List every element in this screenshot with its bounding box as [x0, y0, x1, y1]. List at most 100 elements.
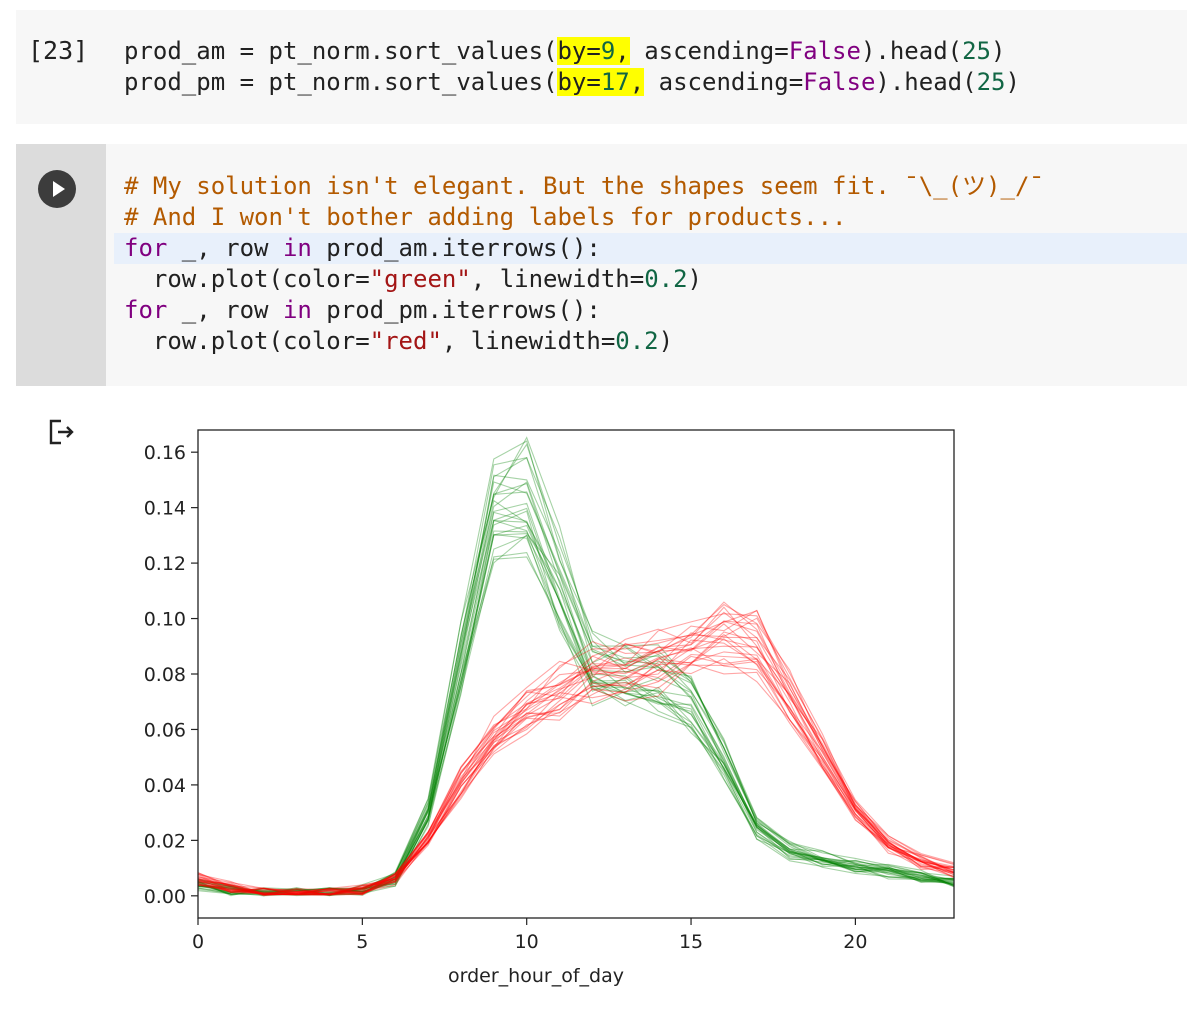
series-0-line-1	[197, 436, 955, 895]
series-1-line-2	[197, 663, 955, 895]
code-token: )	[991, 37, 1006, 65]
code-token: ).head(	[875, 68, 977, 96]
code-token: for	[124, 296, 168, 324]
series-1-line-4	[197, 655, 955, 895]
x-tick-label: 0	[192, 931, 204, 953]
code-token: prod_am = pt_norm.sort_values(	[124, 37, 558, 65]
series-1-line-6	[197, 633, 955, 895]
series-0-line-21	[197, 533, 955, 895]
code-token: by=	[557, 37, 601, 65]
code-token: False	[803, 68, 876, 96]
x-tick-label: 10	[515, 931, 539, 953]
y-tick-label: 0.16	[144, 442, 186, 464]
series-1-line-21	[197, 636, 955, 895]
series-0-line-0	[197, 556, 955, 895]
y-tick-label: 0.08	[144, 664, 186, 686]
line-chart: 0.00 0.02 0.04 0.06 0.08 0.10 0.12 0.14 0.16 0 5 10…	[144, 429, 955, 987]
x-tick-label: 15	[679, 931, 703, 953]
series-1-line-12	[197, 653, 955, 895]
code-line[interactable]: for _, row in prod_pm.iterrows():	[124, 295, 1044, 326]
series-1-line-7	[197, 647, 955, 895]
series-0-line-8	[197, 511, 955, 897]
code-token: 0.2	[615, 327, 659, 355]
series-1-line-23	[197, 603, 955, 896]
series-0-line-20	[197, 552, 955, 896]
code-token: row.plot(color=	[124, 265, 370, 293]
run-cell-button[interactable]	[38, 170, 76, 208]
series-1-line-14	[197, 623, 955, 896]
output-arrow-icon[interactable]	[48, 418, 78, 450]
y-tick-label: 0.02	[144, 830, 186, 852]
code-line[interactable]: for _, row in prod_am.iterrows():	[124, 233, 1044, 264]
series-0-line-22	[197, 474, 955, 895]
code-cell-2[interactable]	[106, 144, 1187, 386]
code-token: False	[788, 37, 861, 65]
series-1-line-13	[197, 620, 955, 897]
code-line[interactable]: row.plot(color="red", linewidth=0.2)	[124, 326, 1044, 357]
series-0-line-4	[197, 533, 955, 895]
code-editor-2[interactable]: # My solution isn't elegant. But the sha…	[124, 171, 1044, 357]
code-token: , linewidth=	[441, 327, 616, 355]
code-line[interactable]: # And I won't bother adding labels for p…	[124, 202, 1044, 233]
code-token: in	[282, 296, 312, 324]
code-token: 9	[600, 37, 616, 65]
code-token: prod_pm.iterrows():	[311, 296, 601, 324]
code-token: , linewidth=	[470, 265, 645, 293]
code-token: 0.2	[644, 265, 688, 293]
series-0-line-19	[197, 457, 955, 896]
code-token: for	[124, 234, 168, 262]
code-token: # My solution isn't elegant. But the sha…	[124, 172, 1044, 200]
plot-frame	[197, 429, 955, 919]
code-token: _, row	[167, 234, 283, 262]
series-1-line-5	[197, 631, 955, 896]
y-tick-label: 0.06	[144, 719, 186, 741]
y-tick-label: 0.14	[144, 498, 186, 520]
series-1-line-20	[197, 617, 955, 895]
series-0-line-3	[197, 482, 955, 895]
series-0-line-7	[197, 534, 955, 895]
code-token: # And I won't bother adding labels for p…	[124, 203, 847, 231]
series-0-line-13	[197, 440, 955, 895]
code-token: _, row	[167, 296, 283, 324]
series-0-line-18	[197, 443, 955, 897]
series-1-line-8	[197, 660, 955, 897]
series-1-line-16	[197, 645, 955, 896]
series-0-line-15	[197, 530, 955, 895]
code-cell-1[interactable]	[16, 10, 1187, 124]
series-1-line-22	[197, 601, 955, 897]
code-line[interactable]: # My solution isn't elegant. But the sha…	[124, 171, 1044, 202]
series-0-line-12	[197, 510, 955, 895]
x-tick-label: 20	[843, 931, 867, 953]
series-0-line-14	[197, 519, 955, 896]
y-tick-label: 0.04	[144, 775, 186, 797]
series-1-line-3	[197, 639, 955, 895]
code-token: )	[658, 327, 674, 355]
series-0-line-11	[197, 507, 955, 897]
series-0-line-16	[197, 524, 955, 895]
series-1-line-10	[197, 620, 955, 894]
code-line[interactable]: row.plot(color="green", linewidth=0.2)	[124, 264, 1044, 295]
series-0-line-2	[197, 499, 955, 896]
series-1-line-1	[197, 638, 955, 895]
active-line-highlight	[114, 233, 1187, 264]
series-0-line-23	[197, 457, 955, 897]
code-token: "red"	[369, 327, 442, 355]
series-0-line-17	[197, 481, 955, 893]
code-editor-1[interactable]: prod_am = pt_norm.sort_values(by=9, asce…	[124, 36, 1020, 98]
series-0-line-9	[197, 534, 955, 896]
y-tick-label: 0.10	[144, 609, 186, 631]
chart-axes: 0.00 0.02 0.04 0.06 0.08 0.10 0.12 0.14 0.16 0 5 10…	[144, 429, 955, 987]
code-token: in	[282, 234, 312, 262]
code-token: )	[687, 265, 702, 293]
code-line[interactable]: prod_pm = pt_norm.sort_values(by=17, asc…	[124, 67, 1020, 98]
y-tick-label: 0.00	[144, 886, 186, 908]
code-token: ,	[629, 68, 645, 96]
chart-lines	[197, 436, 955, 897]
code-token: ).head(	[860, 37, 963, 65]
code-token: 25	[976, 68, 1006, 96]
code-token: ascending=	[629, 37, 789, 65]
code-line[interactable]: prod_am = pt_norm.sort_values(by=9, asce…	[124, 36, 1020, 67]
code-token: by=	[557, 68, 601, 96]
code-token: 25	[962, 37, 992, 65]
code-token: )	[1005, 68, 1020, 96]
